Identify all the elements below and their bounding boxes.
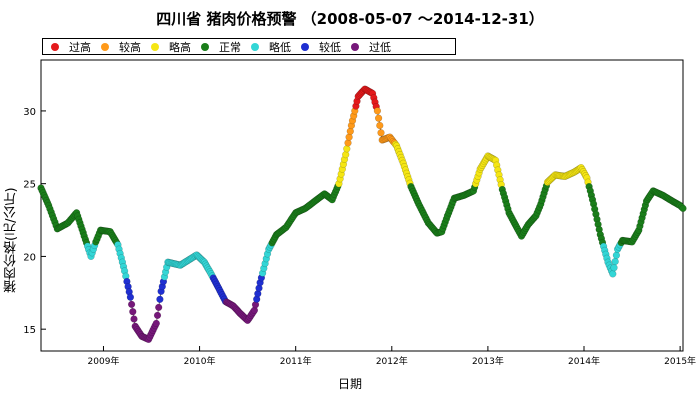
data-point-jiaodi (126, 293, 134, 301)
y-tick-label: 30 (23, 107, 36, 118)
data-point-luedi (609, 270, 617, 278)
chart-title: 四川省 猪肉价格预警 （2008-05-07 ～2014-12-31） (156, 10, 544, 28)
data-point-guodi (152, 319, 160, 328)
legend-item-luedi: 略低 (251, 39, 301, 55)
legend-item-jiaogao: 较高 (101, 39, 151, 55)
legend-item-zhengchang: 正常 (201, 39, 251, 55)
plot-frame (40, 59, 684, 352)
legend-label-luedi: 略低 (269, 40, 291, 54)
x-tick-label: 2009年 (88, 355, 120, 367)
legend-item-guodi: 过低 (351, 39, 401, 55)
y-axis-label: 猪肉价格(元/公斤) (4, 187, 19, 293)
data-point-jiaogao (345, 133, 353, 141)
x-tick-label: 2012年 (376, 355, 408, 367)
x-tick-label: 2014年 (568, 355, 600, 367)
x-axis-label: 日期 (337, 377, 362, 391)
y-tick-label: 15 (23, 325, 36, 336)
x-tick-label: 2011年 (280, 355, 312, 367)
y-tick-label: 25 (23, 180, 36, 191)
legend-label-jiaodi: 较低 (319, 40, 341, 54)
legend-label-guogao: 过高 (69, 40, 91, 54)
data-point-guodi (129, 308, 137, 316)
data-point-jiaogao (375, 114, 383, 122)
legend-label-guodi: 过低 (369, 40, 391, 54)
data-point-luegao (343, 145, 351, 153)
data-point-guodi (130, 315, 138, 323)
legend-label-zhengchang: 正常 (219, 40, 241, 54)
legend-marker-guogao (51, 42, 59, 51)
legend-marker-zhengchang (201, 42, 209, 51)
x-tick-label: 2010年 (184, 355, 216, 367)
legend-marker-luegao (151, 42, 159, 51)
data-point-luedi (610, 264, 618, 272)
legend-marker-jiaogao (101, 42, 109, 51)
data-point-jiaogao (373, 107, 382, 115)
data-point-zhengchang (679, 204, 687, 213)
series-line (40, 88, 684, 340)
legend-marker-jiaodi (301, 42, 309, 51)
legend-marker-luedi (251, 42, 259, 51)
data-point-luedi (611, 257, 619, 266)
x-tick-label: 2015年 (664, 355, 696, 367)
data-point-jiaodi (156, 295, 164, 303)
data-point-jiaogao (376, 121, 384, 130)
legend-label-luegao: 略高 (169, 40, 191, 54)
legend: 过高 较高 略高 正常 略低 较低 过低 (42, 38, 456, 55)
legend-item-luegao: 略高 (151, 39, 201, 55)
x-tick-label: 2013年 (472, 355, 504, 367)
legend-label-jiaogao: 较高 (119, 40, 141, 54)
legend-marker-guodi (351, 42, 359, 51)
data-point-guodi (155, 303, 163, 312)
legend-item-guogao: 过高 (51, 39, 101, 55)
data-point-guodi (153, 311, 162, 320)
data-point-luedi (612, 251, 621, 259)
y-tick-label: 20 (23, 252, 36, 263)
data-point-jiaogao (377, 129, 385, 137)
legend-item-jiaodi: 较低 (301, 39, 351, 55)
data-point-guodi (128, 300, 136, 309)
